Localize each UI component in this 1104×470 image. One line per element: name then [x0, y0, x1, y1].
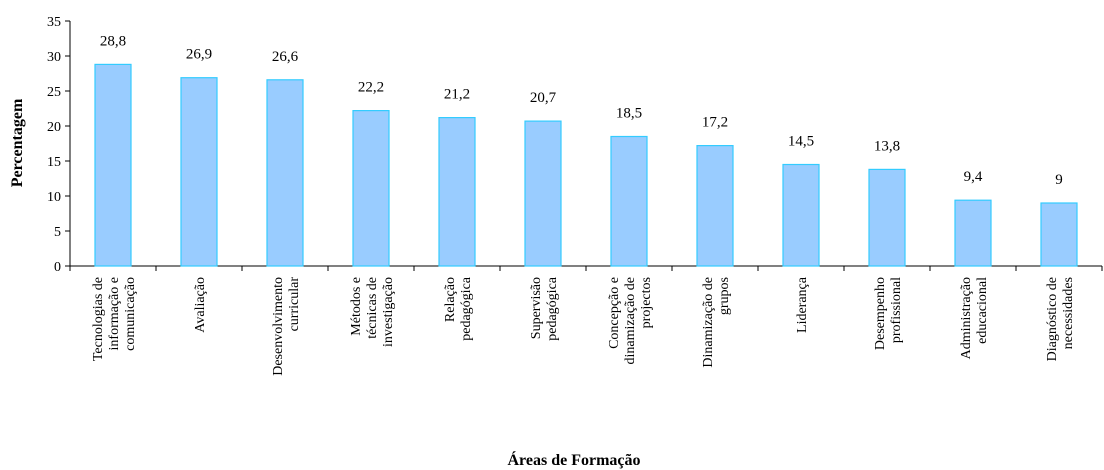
bar [782, 163, 820, 267]
category-label-line: projectos [639, 277, 654, 328]
data-label: 22,2 [358, 80, 384, 96]
data-label: 17,2 [702, 115, 728, 131]
data-label: 28,8 [100, 33, 126, 49]
category-label-line: educacional [975, 277, 990, 344]
bar [180, 77, 218, 267]
y-tick-label: 30 [47, 50, 61, 65]
category-label-line: dinamização de [623, 277, 638, 364]
category-label-line: necessidades [1061, 277, 1076, 349]
category-label-line: comunicação [123, 277, 138, 351]
category-label-line: Liderança [795, 276, 810, 333]
category-label-line: técnicas de [365, 277, 380, 339]
bar [1040, 202, 1078, 267]
y-tick-label: 0 [54, 260, 61, 275]
bar [610, 135, 648, 267]
category-label-line: Desenvolvimento [271, 277, 286, 376]
data-label: 26,6 [272, 49, 299, 65]
y-tick-label: 25 [47, 85, 61, 100]
category-label: Métodos e técnicas de investigação [349, 277, 396, 347]
y-tick-label: 10 [47, 190, 61, 205]
data-label: 13,8 [874, 138, 900, 154]
category-label: Tecnologias de informação e comunicação [91, 277, 138, 361]
bar [696, 145, 734, 267]
bar [524, 120, 562, 267]
category-label: Diagnóstico de necessidades [1045, 277, 1076, 361]
y-tick-label: 5 [54, 225, 61, 240]
category-label-line: pedagógica [545, 276, 560, 341]
data-label: 21,2 [444, 87, 470, 103]
category-label-line: curricular [287, 277, 302, 332]
category-label: Administração educacional [959, 277, 990, 360]
category-label: Supervisão pedagógica [529, 276, 560, 341]
y-tick-label: 20 [47, 120, 61, 135]
category-label: Desempenho profissional [873, 277, 904, 350]
category-label-line: Avaliação [193, 277, 208, 333]
y-axis: 0 5 10 15 20 25 30 35 [47, 15, 71, 275]
data-label: 18,5 [616, 106, 642, 122]
data-labels-group: 28,8 26,9 26,6 22,2 21,2 20,7 18,5 17,2 14,5 13,8… [100, 33, 1063, 188]
y-tick-label: 15 [47, 155, 61, 170]
bar [954, 199, 992, 267]
category-label-line: Administração [959, 277, 974, 359]
category-label-line: Diagnóstico de [1045, 277, 1060, 361]
y-axis-title: Percentagem [9, 98, 26, 187]
category-label-line: grupos [717, 277, 732, 315]
category-label: Relação pedagógica [443, 276, 474, 341]
category-label: Dinamização de grupos [701, 277, 732, 368]
category-label-line: Desempenho [873, 277, 888, 350]
x-axis [69, 265, 1103, 271]
category-label: Liderança [795, 276, 810, 333]
category-label: Concepção e dinamização de projectos [607, 277, 654, 364]
category-label-line: Tecnologias de [91, 277, 106, 361]
y-tick-label: 35 [47, 15, 61, 30]
category-label-line: investigação [381, 277, 396, 347]
data-label: 26,9 [186, 47, 212, 63]
bar [352, 109, 390, 267]
bar [438, 116, 476, 267]
bar [868, 168, 906, 267]
category-label-line: pedagógica [459, 276, 474, 341]
category-label-line: Concepção e [607, 277, 622, 349]
category-label: Desenvolvimento curricular [271, 277, 302, 376]
category-label-line: Relação [443, 277, 458, 322]
category-label-line: Métodos e [349, 277, 364, 336]
data-label: 9,4 [964, 169, 983, 185]
x-axis-title: Áreas de Formação [508, 450, 641, 469]
bar [94, 63, 132, 267]
data-label: 14,5 [788, 134, 814, 150]
category-label-line: Dinamização de [701, 277, 716, 368]
category-label-line: Supervisão [529, 277, 544, 339]
bar [266, 79, 304, 267]
category-label-line: informação e [107, 277, 122, 350]
category-label: Avaliação [193, 277, 208, 333]
category-labels-group: Tecnologias de informação e comunicação Ava… [91, 276, 1076, 376]
data-label: 20,7 [530, 90, 557, 106]
bars-group [94, 63, 1078, 267]
data-label: 9 [1055, 172, 1063, 188]
category-label-line: profissional [889, 277, 904, 343]
